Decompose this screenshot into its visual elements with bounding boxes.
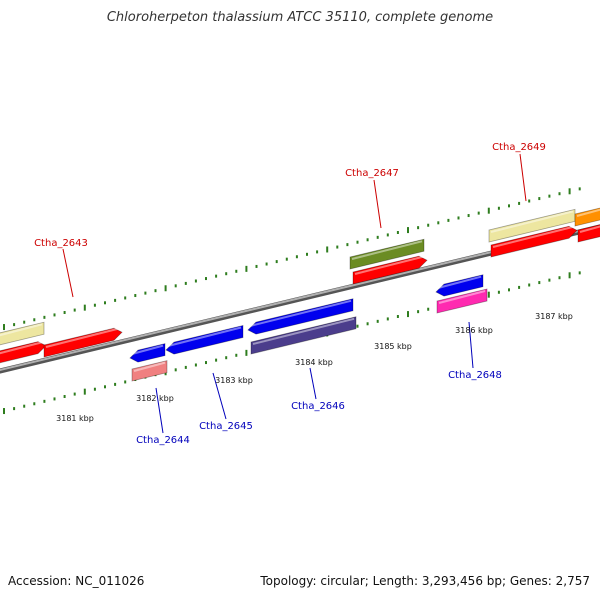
feature-highlight	[351, 240, 423, 260]
feature-highlight	[438, 290, 486, 304]
feature-highlight	[492, 225, 576, 248]
feature-highlight	[131, 344, 164, 355]
gene-feature-ctha-2646[interactable]	[247, 298, 354, 335]
feature-highlight	[0, 323, 43, 337]
gene-feature-ctha-2644[interactable]	[129, 343, 166, 363]
ruler-label: 3183 kbp	[215, 376, 253, 385]
gene-feature-ctha-2647[interactable]	[349, 238, 425, 270]
gene-feature[interactable]	[352, 255, 428, 285]
gene-feature-ctha-2648b[interactable]	[436, 288, 488, 314]
ruler-label: 3181 kbp	[56, 414, 94, 423]
topology-text: Topology: circular; Length: 3,293,456 bp…	[260, 574, 590, 588]
leader-ctha-2647	[373, 179, 382, 229]
accession-text: Accession: NC_011026	[8, 574, 145, 588]
ruler-label: 3187 kbp	[535, 312, 573, 321]
gene-feature[interactable]	[0, 341, 47, 364]
gene-features	[0, 206, 600, 382]
gene-label-ctha-2648[interactable]: Ctha_2648	[448, 370, 502, 381]
feature-highlight	[579, 225, 600, 233]
ruler-label: 3184 kbp	[295, 358, 333, 367]
feature-highlight	[252, 317, 355, 345]
gene-label-ctha-2644[interactable]: Ctha_2644	[136, 435, 190, 446]
gene-feature[interactable]	[574, 206, 600, 227]
map-title: Chloroherpeton thalassium ATCC 35110, co…	[106, 10, 494, 25]
gene-labels: Ctha_2643 Ctha_2647 Ctha_2649 Ctha_2644 Ctha…	[34, 142, 546, 446]
ruler-label: 3185 kbp	[374, 342, 412, 351]
gene-feature-ctha-2645[interactable]	[165, 325, 244, 355]
upper-ruler-ticks	[3, 187, 581, 331]
feature-highlight	[0, 340, 45, 355]
ruler-label: 3186 kbp	[455, 326, 493, 335]
feature-highlight	[249, 299, 352, 327]
gene-feature-ctha-2646b[interactable]	[250, 316, 357, 355]
gene-feature[interactable]	[490, 225, 578, 258]
feature-highlight	[354, 255, 426, 275]
feature-highlight	[45, 327, 121, 348]
leader-ctha-2643	[62, 248, 74, 298]
gene-label-ctha-2645[interactable]: Ctha_2645	[199, 421, 253, 432]
gene-label-ctha-2646[interactable]: Ctha_2646	[291, 401, 345, 412]
gene-feature-ctha-2644b[interactable]	[131, 360, 168, 382]
leader-ctha-2649	[519, 153, 527, 202]
feature-highlight	[167, 326, 242, 347]
gene-feature[interactable]	[0, 321, 45, 346]
gene-label-ctha-2649[interactable]: Ctha_2649	[492, 142, 546, 153]
feature-highlight	[133, 361, 166, 372]
feature-highlight	[437, 275, 482, 289]
gene-feature[interactable]	[577, 222, 600, 243]
feature-highlight	[490, 210, 574, 233]
leader-ctha-2644	[155, 387, 164, 434]
leader-ctha-2648	[468, 321, 474, 369]
leader-ctha-2645	[212, 372, 227, 420]
ruler-labels: 3181 kbp 3182 kbp 3183 kbp 3184 kbp 3185 kbp…	[56, 312, 573, 423]
gene-label-ctha-2647[interactable]: Ctha_2647	[345, 168, 399, 179]
gene-feature-ctha-2643[interactable]	[43, 327, 123, 358]
gene-label-ctha-2643[interactable]: Ctha_2643	[34, 238, 88, 249]
leader-ctha-2646	[309, 367, 317, 400]
gene-feature-ctha-2648[interactable]	[435, 274, 484, 297]
label-leader-lines	[62, 153, 527, 434]
ruler-label: 3182 kbp	[136, 394, 174, 403]
feature-highlight	[576, 208, 600, 217]
